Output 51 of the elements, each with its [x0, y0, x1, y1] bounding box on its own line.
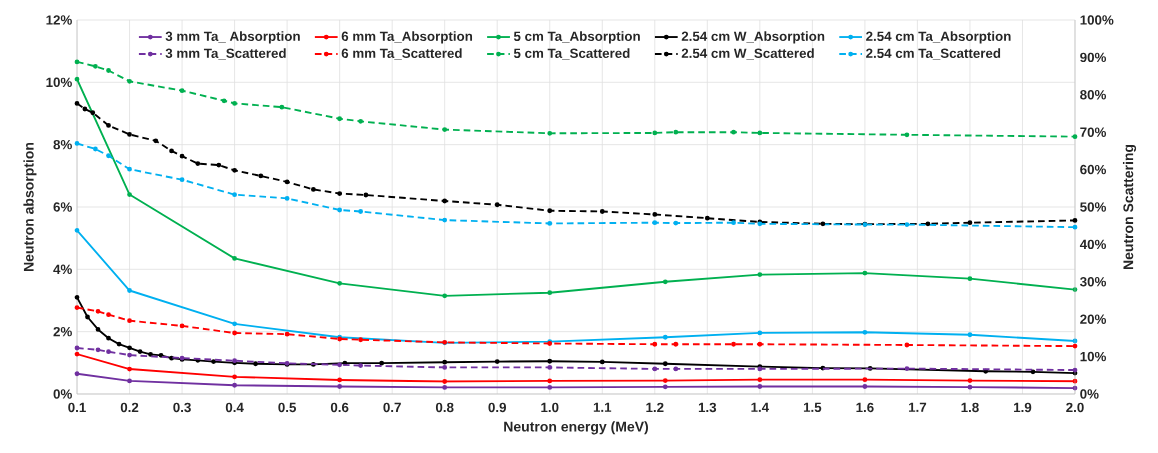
y-tick-label: 10%	[46, 77, 72, 88]
legend-label: 6 mm Ta_Scattered	[341, 48, 462, 60]
legend-label: 2.54 cm W_Absorption	[681, 31, 825, 44]
legend-label: 3 mm Ta_ Absorption	[165, 31, 300, 44]
y-tick-label: 12%	[46, 15, 72, 25]
legend-label: 2.54 cm Ta_Absorption	[866, 31, 1011, 44]
y2-tick-label: 30%	[1080, 277, 1107, 287]
x-tick-label: 1.4	[751, 402, 770, 412]
y-tick-label: 2%	[53, 326, 72, 337]
x-tick-label: 0.5	[278, 402, 297, 413]
y2-tick-label: 50%	[1080, 202, 1107, 212]
y-tick-label: 4%	[53, 264, 72, 275]
x-tick-label: 0.7	[383, 402, 401, 413]
legend-label: 5 cm Ta_Scattered	[513, 48, 630, 60]
legend-label: 5 cm Ta_Absorption	[513, 31, 640, 44]
x-tick-label: 1.6	[856, 402, 874, 413]
x-tick-label: 1.5	[803, 402, 822, 412]
y2-axis-title: Neutron Scattering	[1122, 144, 1137, 270]
y2-tick-label: 20%	[1080, 314, 1107, 324]
x-tick-label: 1.9	[1014, 402, 1032, 413]
y2-tick-label: 100%	[1080, 15, 1114, 25]
x-tick-label: 1.0	[541, 402, 559, 413]
legend-label: 3 mm Ta_Scattered	[165, 48, 286, 60]
y-tick-label: 8%	[53, 139, 72, 150]
legend-label: 6 mm Ta_Absorption	[341, 31, 473, 44]
legend-label: 2.54 cm Ta_Scattered	[866, 48, 1001, 60]
x-tick-label: 2.0	[1066, 402, 1084, 413]
y-axis-title: Neutron absorption	[23, 142, 37, 271]
x-tick-label: 0.4	[225, 402, 244, 413]
x-tick-label: 0.8	[435, 402, 454, 413]
x-axis-title: Neutron energy (MeV)	[504, 421, 648, 435]
x-tick-label: 0.9	[488, 402, 506, 413]
x-tick-label: 1.3	[698, 402, 717, 413]
legend-label: 2.54 cm W_Scattered	[681, 48, 814, 60]
x-tick-label: 0.3	[173, 402, 191, 413]
y2-tick-label: 80%	[1080, 90, 1107, 100]
y2-tick-label: 70%	[1080, 127, 1107, 137]
y2-tick-label: 10%	[1080, 351, 1107, 362]
y2-tick-label: 90%	[1080, 52, 1107, 63]
y-tick-label: 0%	[53, 389, 72, 399]
x-tick-label: 1.1	[593, 402, 612, 412]
y-tick-label: 6%	[53, 202, 72, 212]
x-tick-label: 0.2	[120, 402, 139, 413]
x-tick-label: 1.2	[646, 402, 664, 413]
x-tick-label: 0.1	[68, 402, 86, 413]
y2-tick-label: 40%	[1079, 239, 1107, 250]
x-tick-label: 1.7	[908, 402, 927, 412]
y2-tick-label: 60%	[1080, 164, 1107, 175]
y2-tick-label: 0%	[1080, 389, 1099, 399]
x-tick-label: 0.6	[330, 402, 349, 413]
x-tick-label: 1.8	[961, 402, 979, 413]
